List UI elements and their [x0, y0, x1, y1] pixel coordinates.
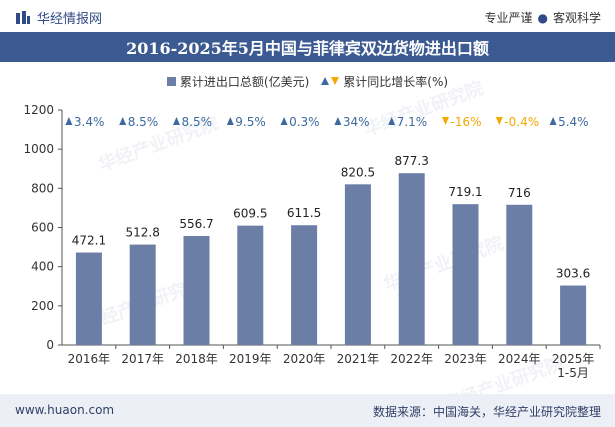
- bar: [560, 285, 587, 345]
- x-tick-label: 2024年: [498, 352, 541, 366]
- slogan-separator-icon: ●: [537, 11, 548, 25]
- legend-up-triangle-icon: [321, 77, 330, 85]
- bar: [291, 225, 318, 345]
- growth-up-triangle: [549, 117, 557, 125]
- title-bar: 2016-2025年5月中国与菲律宾双边货物进出口额: [0, 32, 615, 62]
- legend-item-growth: 累计同比增长率(%): [321, 73, 448, 90]
- growth-up-triangle: [334, 117, 342, 125]
- bar-value-label: 719.1: [448, 185, 482, 199]
- x-tick-label: 2023年: [444, 352, 487, 366]
- bar: [75, 252, 102, 345]
- bar-value-label: 877.3: [395, 154, 429, 168]
- x-tick-label: 1-5月: [557, 366, 589, 380]
- y-tick-label: 200: [31, 299, 54, 313]
- y-tick-label: 600: [31, 221, 54, 235]
- growth-up-triangle: [173, 117, 180, 125]
- top-bar: 华经情报网 专业严谨 ● 客观科学: [0, 0, 615, 32]
- x-tick-label: 2022年: [390, 352, 433, 366]
- x-tick-label: 2016年: [68, 352, 111, 366]
- growth-up-triangle: [65, 117, 73, 125]
- legend-bar-label: 累计进出口总额(亿美元): [179, 74, 310, 89]
- x-tick-label: 2020年: [283, 352, 326, 366]
- y-tick-label: 800: [31, 181, 54, 195]
- y-tick-label: 400: [31, 260, 54, 274]
- x-tick-label: 2017年: [121, 352, 164, 366]
- bar: [237, 225, 264, 345]
- legend-growth-label: 累计同比增长率(%): [343, 74, 449, 89]
- chart-legend: 累计进出口总额(亿美元) 累计同比增长率(%): [0, 72, 615, 90]
- slogan-left: 专业严谨: [484, 11, 533, 25]
- legend-item-bar: 累计进出口总额(亿美元): [166, 73, 310, 90]
- bar: [452, 204, 479, 345]
- y-tick-label: 1200: [23, 103, 54, 117]
- growth-down-triangle: [442, 117, 449, 125]
- growth-rate-label: 3.4%: [74, 115, 105, 129]
- bar-value-label: 609.5: [233, 207, 267, 221]
- growth-rate-label: 5.4%: [558, 115, 589, 129]
- slogan-right: 客观科学: [552, 11, 601, 25]
- bar: [398, 173, 425, 345]
- growth-rate-label: 7.1%: [397, 115, 428, 129]
- brand-name: 华经情报网: [37, 12, 103, 27]
- footer: www.huaon.com 数据来源：中国海关，华经产业研究院整理: [0, 394, 615, 427]
- bar: [183, 235, 210, 345]
- bar: [506, 204, 533, 345]
- footer-source: 数据来源：中国海关，华经产业研究院整理: [372, 405, 601, 419]
- growth-down-triangle: [495, 117, 503, 125]
- bar-value-label: 556.7: [179, 217, 213, 231]
- chart-title: 2016-2025年5月中国与菲律宾双边货物进出口额: [126, 39, 489, 58]
- brand: 华经情报网: [15, 8, 102, 27]
- growth-up-triangle: [280, 117, 288, 125]
- bar: [344, 184, 371, 345]
- growth-rate-label: 34%: [343, 115, 370, 129]
- y-tick-label: 1000: [23, 142, 54, 156]
- bar-value-label: 512.8: [126, 226, 160, 240]
- footer-url: www.huaon.com: [15, 403, 115, 417]
- bar: [129, 244, 156, 345]
- legend-bar-swatch-icon: [166, 76, 176, 86]
- bar-value-label: 303.6: [556, 267, 590, 281]
- growth-rate-label: 9.5%: [235, 115, 265, 129]
- y-tick-label: 0: [46, 338, 54, 352]
- x-tick-label: 2025年: [552, 352, 595, 366]
- growth-up-triangle: [388, 117, 396, 125]
- growth-rate-label: -16%: [451, 115, 482, 129]
- x-tick-label: 2018年: [175, 352, 218, 366]
- legend-down-triangle-icon: [331, 77, 340, 85]
- growth-rate-label: 0.3%: [289, 115, 320, 129]
- growth-up-triangle: [226, 117, 234, 125]
- growth-up-triangle: [119, 117, 127, 125]
- bar-value-label: 820.5: [341, 165, 375, 179]
- slogan: 专业严谨 ● 客观科学: [484, 9, 601, 26]
- bar-value-label: 611.5: [287, 206, 321, 220]
- growth-rate-label: -0.4%: [504, 115, 539, 129]
- growth-rate-label: 8.5%: [182, 115, 213, 129]
- bar-value-label: 716: [508, 186, 531, 200]
- brand-logo-icon: [16, 10, 30, 24]
- bar-value-label: 472.1: [72, 234, 106, 248]
- growth-rate-label: 8.5%: [128, 115, 159, 129]
- x-tick-label: 2021年: [337, 352, 380, 366]
- x-tick-label: 2019年: [229, 352, 272, 366]
